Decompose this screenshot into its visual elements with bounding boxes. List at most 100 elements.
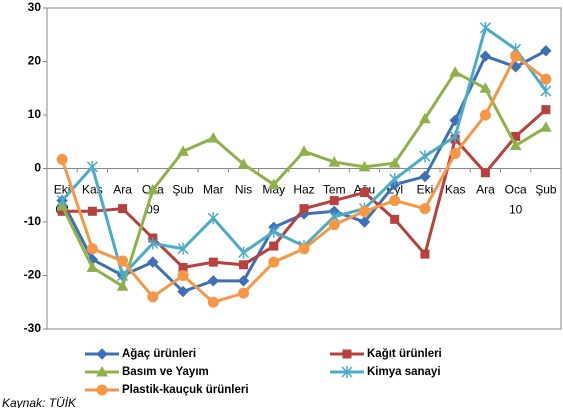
marker [449, 66, 462, 77]
marker [207, 296, 219, 308]
marker [86, 243, 98, 255]
marker [117, 255, 129, 267]
marker [540, 45, 552, 57]
marker [509, 139, 522, 150]
series-line [60, 53, 547, 304]
y-tick-label: -30 [24, 321, 42, 335]
marker [269, 241, 279, 251]
marker [389, 195, 401, 207]
marker [177, 145, 189, 156]
legend-label: Kağıt ürünleri [367, 348, 442, 360]
x-tick-label: Şub [535, 183, 557, 197]
marker [177, 285, 189, 298]
marker [420, 249, 430, 259]
y-tick-label: -20 [24, 268, 42, 282]
y-tick-label: 30 [28, 0, 42, 14]
marker [298, 145, 310, 156]
marker [267, 178, 280, 190]
marker [86, 261, 99, 272]
marker [419, 112, 431, 124]
x-year-label: 10 [509, 203, 523, 217]
marker [359, 188, 369, 198]
marker [56, 153, 68, 165]
marker [207, 275, 220, 287]
marker [510, 50, 522, 62]
marker [328, 219, 340, 231]
legend-marker [341, 366, 353, 378]
marker [239, 260, 249, 270]
marker [328, 156, 341, 167]
marker [540, 121, 552, 132]
marker [390, 214, 400, 224]
marker [116, 280, 129, 291]
marker [207, 131, 220, 143]
x-tick-label: Tem [323, 183, 346, 197]
marker [237, 246, 250, 259]
marker [237, 275, 250, 287]
x-tick-label: Eki [54, 183, 71, 197]
legend-label: Ağaç ürünleri [122, 348, 196, 360]
marker [419, 170, 431, 183]
marker [449, 130, 461, 143]
marker [329, 196, 339, 206]
y-tick-label: 0 [34, 161, 41, 175]
marker [540, 73, 552, 85]
marker [237, 158, 250, 169]
y-tick-label: -10 [24, 214, 42, 228]
marker [87, 206, 97, 216]
legend: Ağaç ürünleri Kağıt ürünleri Basım ve Yayı… [85, 348, 442, 396]
marker [358, 160, 371, 172]
legend-marker [96, 348, 108, 360]
series-line [60, 49, 547, 294]
marker [388, 157, 401, 168]
marker [238, 287, 250, 299]
marker [358, 205, 370, 217]
x-tick-label: Haz [293, 183, 314, 197]
x-tick-label: Nis [235, 183, 252, 197]
x-tick-label: Kas [445, 183, 466, 197]
marker [146, 183, 159, 195]
marker [298, 243, 310, 255]
marker [56, 194, 68, 207]
marker [207, 212, 219, 225]
marker [147, 291, 159, 303]
legend-label: Basım ve Yayım [122, 366, 209, 378]
x-tick-label: Şub [172, 183, 194, 197]
source-note: Kaynak: TÜİK [2, 396, 77, 408]
marker [86, 160, 98, 173]
y-tick-label: 10 [28, 107, 42, 121]
marker [449, 148, 461, 160]
marker [479, 21, 491, 34]
x-tick-label: Ara [113, 183, 132, 197]
marker [479, 82, 492, 93]
marker [479, 50, 492, 62]
legend-label: Plastik-kauçuk ürünleri [122, 384, 249, 396]
legend-marker [96, 384, 108, 396]
x-tick-label: Mar [203, 183, 224, 197]
marker [358, 216, 371, 228]
marker [480, 168, 490, 178]
marker [118, 204, 128, 214]
marker [419, 203, 431, 215]
marker [208, 257, 218, 267]
marker [147, 256, 159, 268]
marker [268, 225, 280, 238]
marker [541, 105, 551, 115]
legend-label: Kimya sanayi [367, 366, 441, 378]
marker [389, 173, 401, 186]
marker [117, 269, 129, 282]
marker [419, 150, 431, 163]
x-tick-label: Eki [417, 183, 434, 197]
marker [299, 204, 309, 214]
y-tick-label: 20 [28, 54, 42, 68]
x-tick-label: May [262, 183, 285, 197]
x-tick-label: Ara [476, 183, 495, 197]
legend-marker [342, 349, 352, 359]
marker [177, 242, 189, 255]
marker [268, 256, 280, 268]
marker [147, 237, 159, 250]
x-tick-label: Oca [505, 183, 527, 197]
marker [479, 109, 491, 121]
